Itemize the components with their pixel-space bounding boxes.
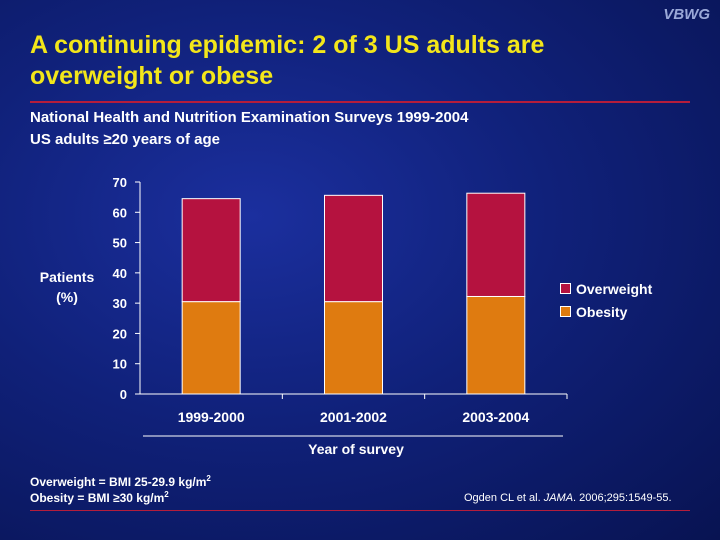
slide-title: A continuing epidemic: 2 of 3 US adults …: [30, 31, 545, 90]
legend-item-obesity: Obesity: [560, 300, 652, 323]
subtitle-line-1: National Health and Nutrition Examinatio…: [30, 109, 469, 126]
y-tick-label: 50: [113, 236, 127, 251]
y-tick-label: 70: [113, 175, 127, 190]
footnote-obesity: Obesity = BMI ≥30 kg/m2: [30, 490, 169, 506]
x-tick-label: 2001-2002: [320, 409, 387, 425]
y-tick-label: 0: [120, 387, 127, 402]
citation: Ogden CL et al. JAMA. 2006;295:1549-55.: [464, 492, 672, 504]
legend-swatch-obesity: [560, 306, 571, 317]
x-tick-label: 1999-2000: [178, 409, 245, 425]
y-axis-label-line-2: (%): [56, 289, 78, 305]
x-tick-label: 2003-2004: [462, 409, 529, 425]
footnotes: Overweight = BMI 25-29.9 kg/m2 Obesity =…: [30, 474, 211, 506]
y-axis-label-line-1: Patients: [40, 269, 95, 285]
y-tick-label: 40: [113, 266, 127, 281]
bar-overweight: [181, 198, 241, 303]
legend-label-obesity: Obesity: [576, 303, 628, 320]
bar-obesity: [466, 295, 526, 395]
bar-overweight: [466, 192, 526, 297]
chart-legend: Overweight Obesity: [560, 277, 652, 323]
title-divider: [30, 101, 690, 103]
legend-swatch-overweight: [560, 283, 571, 294]
y-tick-label: 60: [113, 205, 127, 220]
subtitle-line-2: US adults ≥20 years of age: [30, 131, 220, 148]
x-axis-label: Year of survey: [308, 441, 404, 457]
y-tick-label: 10: [113, 357, 127, 372]
y-tick-label: 30: [113, 296, 127, 311]
y-tick-label: 20: [113, 326, 127, 341]
legend-label-overweight: Overweight: [576, 280, 653, 297]
bar-obesity: [324, 301, 383, 395]
footnote-overweight: Overweight = BMI 25-29.9 kg/m2: [30, 474, 211, 490]
legend-item-overweight: Overweight: [560, 277, 652, 300]
bottom-divider: [30, 510, 690, 511]
bar-overweight: [324, 194, 383, 303]
bar-obesity: [181, 301, 241, 395]
vbwg-logo: VBWG: [663, 6, 710, 23]
subtitle: National Health and Nutrition Examinatio…: [30, 107, 468, 151]
